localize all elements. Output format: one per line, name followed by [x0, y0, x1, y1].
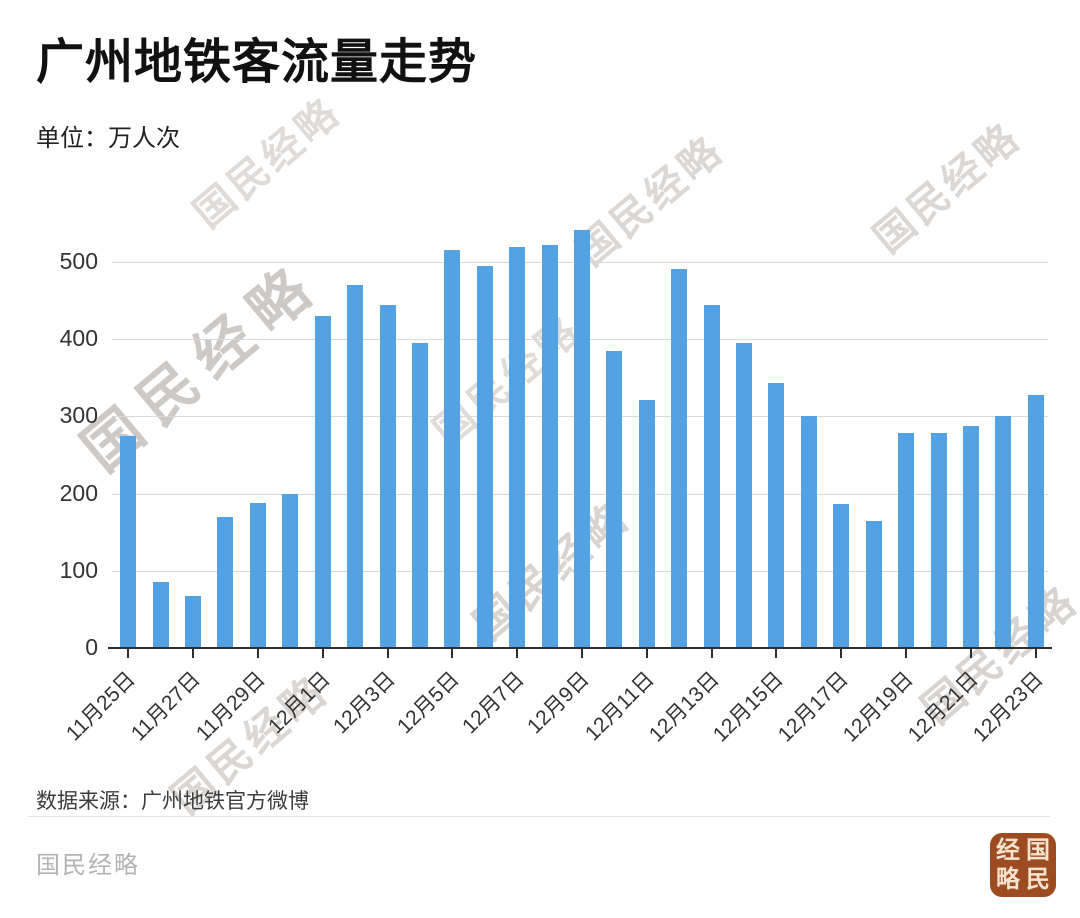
page-title: 广州地铁客流量走势	[36, 36, 478, 89]
bar-11月30日	[282, 493, 299, 648]
bar-12月8日	[541, 245, 558, 648]
bar-12月3日	[379, 305, 396, 648]
bar-12月13日	[703, 305, 720, 648]
x-axis-tick	[516, 649, 519, 658]
footer-divider	[28, 816, 1050, 817]
x-axis-label: 11月27日	[126, 667, 205, 746]
seal-char: 民	[1026, 866, 1050, 893]
unit-label: 单位：万人次	[36, 125, 180, 152]
bar-12月18日	[865, 520, 882, 648]
bar-12月12日	[671, 268, 688, 648]
x-axis-tick	[451, 649, 454, 658]
x-axis-tick	[127, 649, 130, 658]
x-axis-label: 12月21日	[903, 667, 983, 747]
bar-11月25日	[120, 435, 137, 648]
bar-12月17日	[833, 504, 850, 648]
bar-12月6日	[476, 265, 493, 648]
y-axis-label: 500	[59, 248, 98, 274]
bar-12月22日	[995, 416, 1012, 648]
x-axis-tick	[321, 649, 324, 658]
x-axis-label: 12月17日	[774, 667, 854, 747]
x-axis-tick	[775, 649, 778, 658]
brand-seal-logo: 经 国 略 民	[990, 833, 1056, 897]
bar-12月23日	[1027, 394, 1044, 648]
x-axis-label: 12月5日	[393, 667, 465, 739]
x-axis-tick	[581, 649, 583, 658]
x-axis-label: 12月1日	[263, 667, 335, 739]
x-axis-tick	[710, 649, 713, 658]
x-axis-tick	[386, 649, 389, 658]
bar-11月29日	[249, 502, 266, 648]
bar-12月11日	[638, 400, 655, 648]
bar-12月5日	[444, 249, 461, 648]
bar-12月19日	[898, 432, 915, 648]
x-axis-label: 11月25日	[62, 667, 141, 746]
x-axis-label: 12月13日	[644, 667, 724, 747]
bar-12月7日	[509, 246, 526, 648]
bar-12月15日	[768, 383, 785, 648]
bar-12月9日	[574, 230, 590, 648]
x-axis-tick	[645, 649, 648, 658]
bar-12月14日	[736, 343, 753, 648]
y-axis-label: 300	[59, 402, 98, 429]
y-axis-label: 100	[59, 556, 98, 583]
bar-12月4日	[411, 343, 428, 648]
bar-11月28日	[217, 516, 234, 648]
x-axis-tick	[1034, 649, 1037, 658]
bar-12月16日	[800, 416, 817, 648]
x-axis-label: 12月11日	[580, 667, 659, 746]
seal-char: 经	[996, 837, 1020, 864]
brand-name: 国民经略	[36, 852, 140, 879]
x-axis-tick	[256, 649, 259, 658]
y-axis-label: 400	[59, 325, 98, 352]
x-axis-label: 12月3日	[328, 667, 400, 739]
bar-11月27日	[185, 595, 202, 648]
x-axis-tick	[192, 649, 195, 658]
x-axis-label: 11月29日	[191, 667, 270, 746]
x-axis-tick	[969, 649, 972, 658]
bar-12月20日	[930, 432, 947, 648]
bar-12月2日	[347, 285, 364, 648]
x-axis-tick	[840, 649, 843, 658]
x-axis-line	[108, 647, 1052, 649]
y-axis-label: 0	[85, 634, 98, 660]
x-axis-label: 12月23日	[968, 667, 1048, 747]
x-axis-label: 12月15日	[709, 667, 789, 747]
x-axis-tick	[905, 649, 908, 658]
bar-12月21日	[962, 425, 979, 648]
y-axis-label: 200	[59, 479, 98, 506]
bar-12月10日	[606, 350, 623, 648]
seal-char: 国	[1026, 837, 1050, 864]
seal-char: 略	[996, 866, 1020, 893]
bar-11月26日	[152, 582, 169, 648]
bar-12月1日	[314, 316, 331, 648]
x-axis-label: 12月19日	[838, 667, 918, 747]
data-source-label: 数据来源：广州地铁官方微博	[36, 790, 309, 813]
x-axis-label: 12月7日	[458, 667, 529, 739]
